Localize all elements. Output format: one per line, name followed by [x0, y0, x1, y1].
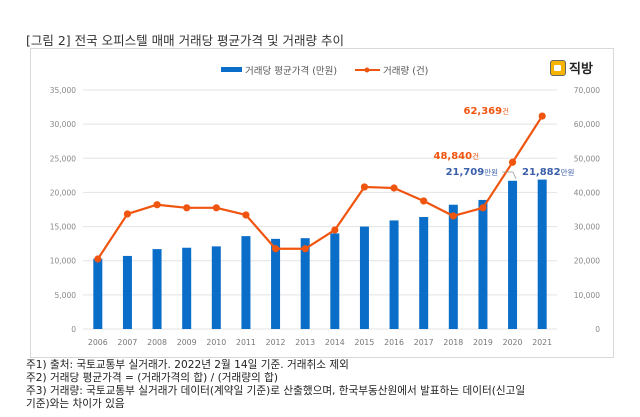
legend: 거래당 평균가격 (만원) 거래량 (건)	[221, 65, 428, 77]
line-point-2014	[331, 226, 339, 234]
left-tick-label: 20,000	[50, 188, 76, 197]
left-tick-label: 0	[71, 325, 76, 334]
footnotes: 주1) 출처: 국토교통부 실거래가. 2022년 2월 14일 기준. 거래취…	[26, 359, 636, 411]
line-label-2021: 62,369건	[464, 106, 510, 117]
x-tick-label: 2014	[325, 338, 345, 347]
bar-2012	[271, 238, 281, 329]
bar-2011	[241, 236, 251, 329]
bar-2017	[419, 217, 429, 329]
legend-swatch-bar	[221, 67, 242, 72]
footnote-2: 주2) 거래당 평균가격 = (거래가격의 합) / (거래량의 합)	[26, 372, 278, 384]
bar-2018	[448, 204, 458, 329]
right-tick-label: 40,000	[574, 188, 600, 197]
left-tick-label: 15,000	[50, 223, 76, 232]
logo-text: 직방	[569, 62, 593, 77]
bar-2007	[122, 255, 132, 329]
bar-2016	[389, 220, 399, 329]
line-point-2019	[479, 204, 487, 212]
bar-label-2021: 21,882만원	[522, 167, 574, 178]
footnote-4: 기준)와는 차이가 있음	[26, 398, 125, 410]
line-series	[94, 112, 546, 263]
figure-title: [그림 2] 전국 오피스텔 매매 거래당 평균가격 및 거래량 추이	[26, 33, 344, 48]
right-axis-ticks: 0 10,000 20,000 30,000 40,000 50,000 60,000 70,…	[574, 86, 600, 334]
x-tick-label: 2017	[414, 338, 434, 347]
bar-series	[93, 179, 547, 329]
bar-2010	[211, 246, 221, 329]
x-tick-label: 2009	[177, 338, 197, 347]
bar-2019	[478, 199, 488, 329]
right-tick-label: 30,000	[574, 223, 600, 232]
line-point-2021	[538, 112, 546, 120]
footnote-3: 주3) 거래량: 국토교통부 실거래가 데이터(계약일 기준)로 산출했으며, …	[26, 385, 526, 397]
bar-label-2020: 21,709만원	[446, 167, 498, 178]
bar-2021	[537, 179, 547, 329]
bar-2013	[300, 238, 310, 329]
line-point-2006	[94, 255, 102, 263]
x-tick-label: 2006	[88, 338, 108, 347]
left-tick-label: 25,000	[50, 154, 76, 163]
line-point-2009	[183, 204, 191, 212]
x-tick-label: 2015	[355, 338, 375, 347]
bar-2008	[152, 249, 162, 329]
x-axis-ticks: 2006 2007 2008 2009 2010 2011 2012 2013 2014 2015…	[88, 338, 552, 347]
line-point-2016	[390, 184, 398, 192]
bar-2015	[359, 226, 369, 329]
x-tick-label: 2021	[532, 338, 552, 347]
x-tick-label: 2019	[473, 338, 493, 347]
x-tick-label: 2008	[147, 338, 167, 347]
right-tick-label: 70,000	[574, 86, 600, 95]
left-tick-label: 30,000	[50, 120, 76, 129]
bar-2014	[330, 233, 340, 329]
right-tick-label: 20,000	[574, 257, 600, 266]
line-point-2012	[271, 245, 280, 253]
footnote-1: 주1) 출처: 국토교통부 실거래가. 2022년 2월 14일 기준. 거래취…	[26, 359, 349, 371]
x-tick-label: 2011	[236, 338, 256, 347]
bar-label-2020-leader-2	[512, 171, 517, 180]
bar-2009	[182, 247, 192, 329]
annotations: 62,369건 48,840건 21,709만원 21,882만원	[434, 106, 574, 180]
house-icon	[550, 59, 566, 76]
right-tick-label: 60,000	[574, 120, 600, 129]
line-point-2015	[360, 183, 369, 191]
x-tick-label: 2010	[206, 338, 226, 347]
left-tick-label: 35,000	[50, 86, 76, 95]
bar-2020	[508, 180, 518, 329]
right-tick-label: 0	[595, 325, 600, 334]
x-tick-label: 2012	[266, 338, 286, 347]
line-point-2008	[153, 201, 161, 209]
line-point-2020	[508, 158, 517, 166]
x-tick-label: 2020	[503, 338, 523, 347]
right-tick-label: 10,000	[574, 291, 600, 300]
x-tick-label: 2018	[443, 338, 463, 347]
left-tick-label: 5,000	[55, 291, 77, 300]
legend-label-bar: 거래당 평균가격 (만원)	[245, 65, 337, 77]
right-tick-label: 50,000	[574, 154, 600, 163]
x-tick-label: 2007	[118, 338, 138, 347]
line-point-2017	[420, 197, 428, 205]
x-tick-label: 2016	[384, 338, 404, 347]
left-tick-label: 10,000	[50, 257, 76, 266]
line-point-2018	[449, 212, 457, 220]
bar-2006	[93, 258, 103, 329]
x-tick-label: 2013	[295, 338, 315, 347]
gridlines	[83, 89, 557, 330]
line-point-2010	[212, 204, 220, 212]
legend-label-line: 거래량 (건)	[383, 65, 428, 77]
line-point-2013	[301, 245, 309, 253]
line-path	[96, 115, 544, 260]
legend-marker-line	[364, 67, 370, 73]
left-axis-ticks: 0 5,000 10,000 15,000 20,000 25,000 30,000 35,0…	[50, 86, 76, 334]
line-point-2007	[123, 210, 132, 218]
line-label-2020: 48,840건	[434, 151, 480, 162]
zigbang-logo: 직방	[550, 58, 593, 77]
line-point-2011	[242, 211, 250, 219]
